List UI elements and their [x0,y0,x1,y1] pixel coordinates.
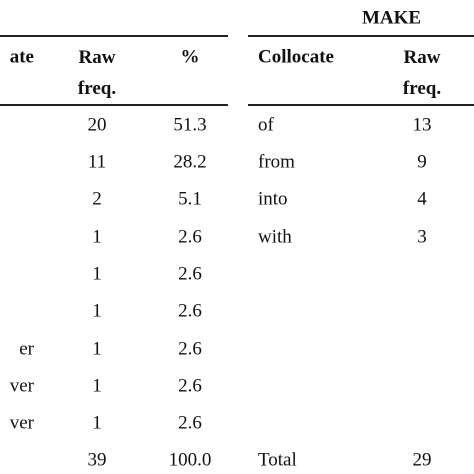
percent-cell: 5.1 [178,188,202,210]
percent-cell: 51.3 [173,114,207,136]
collocate-cell: into [258,188,288,210]
collocate-cell: er [19,338,34,360]
percent-cell: 100.0 [168,449,212,471]
percent-cell: 2.6 [178,263,202,285]
collocate-cell: of [258,114,274,136]
percent-cell: 2.6 [178,300,202,322]
rule [0,104,228,106]
freq-cell: 1 [92,338,102,360]
collocate-cell: from [258,151,295,173]
column-header: Collocate [258,46,334,68]
column-header: Raw freq. [402,47,442,99]
freq-cell: 1 [92,375,102,397]
collocate-cell: ver [9,412,34,434]
rule [0,35,228,37]
percent-cell: 2.6 [178,375,202,397]
freq-cell: 1 [92,226,102,248]
collocate-cell: with [258,226,292,248]
collocate-cell: ver [9,375,34,397]
freq-cell: 4 [417,188,427,210]
column-header: Raw freq. [77,47,117,99]
freq-cell: 9 [417,151,427,173]
group-title: MAKE [362,7,422,29]
rule [248,104,474,106]
freq-cell: 2 [92,188,102,210]
freq-cell: 39 [87,449,107,471]
freq-cell: 11 [87,151,107,173]
column-header: ate [9,46,34,68]
freq-cell: 1 [92,412,102,434]
percent-cell: 2.6 [178,412,202,434]
percent-cell: 2.6 [178,338,202,360]
freq-cell: 13 [412,114,432,136]
freq-cell: 1 [92,300,102,322]
total-label: Total [258,449,297,471]
percent-cell: 2.6 [178,226,202,248]
freq-cell: 3 [417,226,427,248]
freq-cell: 20 [87,114,107,136]
total-cell: 29 [412,449,432,471]
percent-cell: 28.2 [173,151,207,173]
freq-cell: 1 [92,263,102,285]
column-header: % [180,46,200,68]
rule [248,35,474,37]
